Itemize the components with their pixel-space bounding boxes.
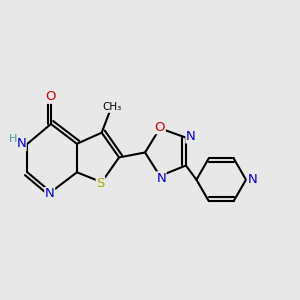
Text: N: N: [186, 130, 196, 143]
Text: N: N: [247, 173, 257, 186]
Text: H: H: [9, 134, 17, 144]
Text: N: N: [16, 137, 26, 150]
Text: CH₃: CH₃: [102, 102, 121, 112]
Text: N: N: [45, 188, 55, 200]
Text: S: S: [96, 177, 105, 190]
Text: O: O: [46, 90, 56, 103]
Text: O: O: [155, 121, 165, 134]
Text: N: N: [156, 172, 166, 185]
